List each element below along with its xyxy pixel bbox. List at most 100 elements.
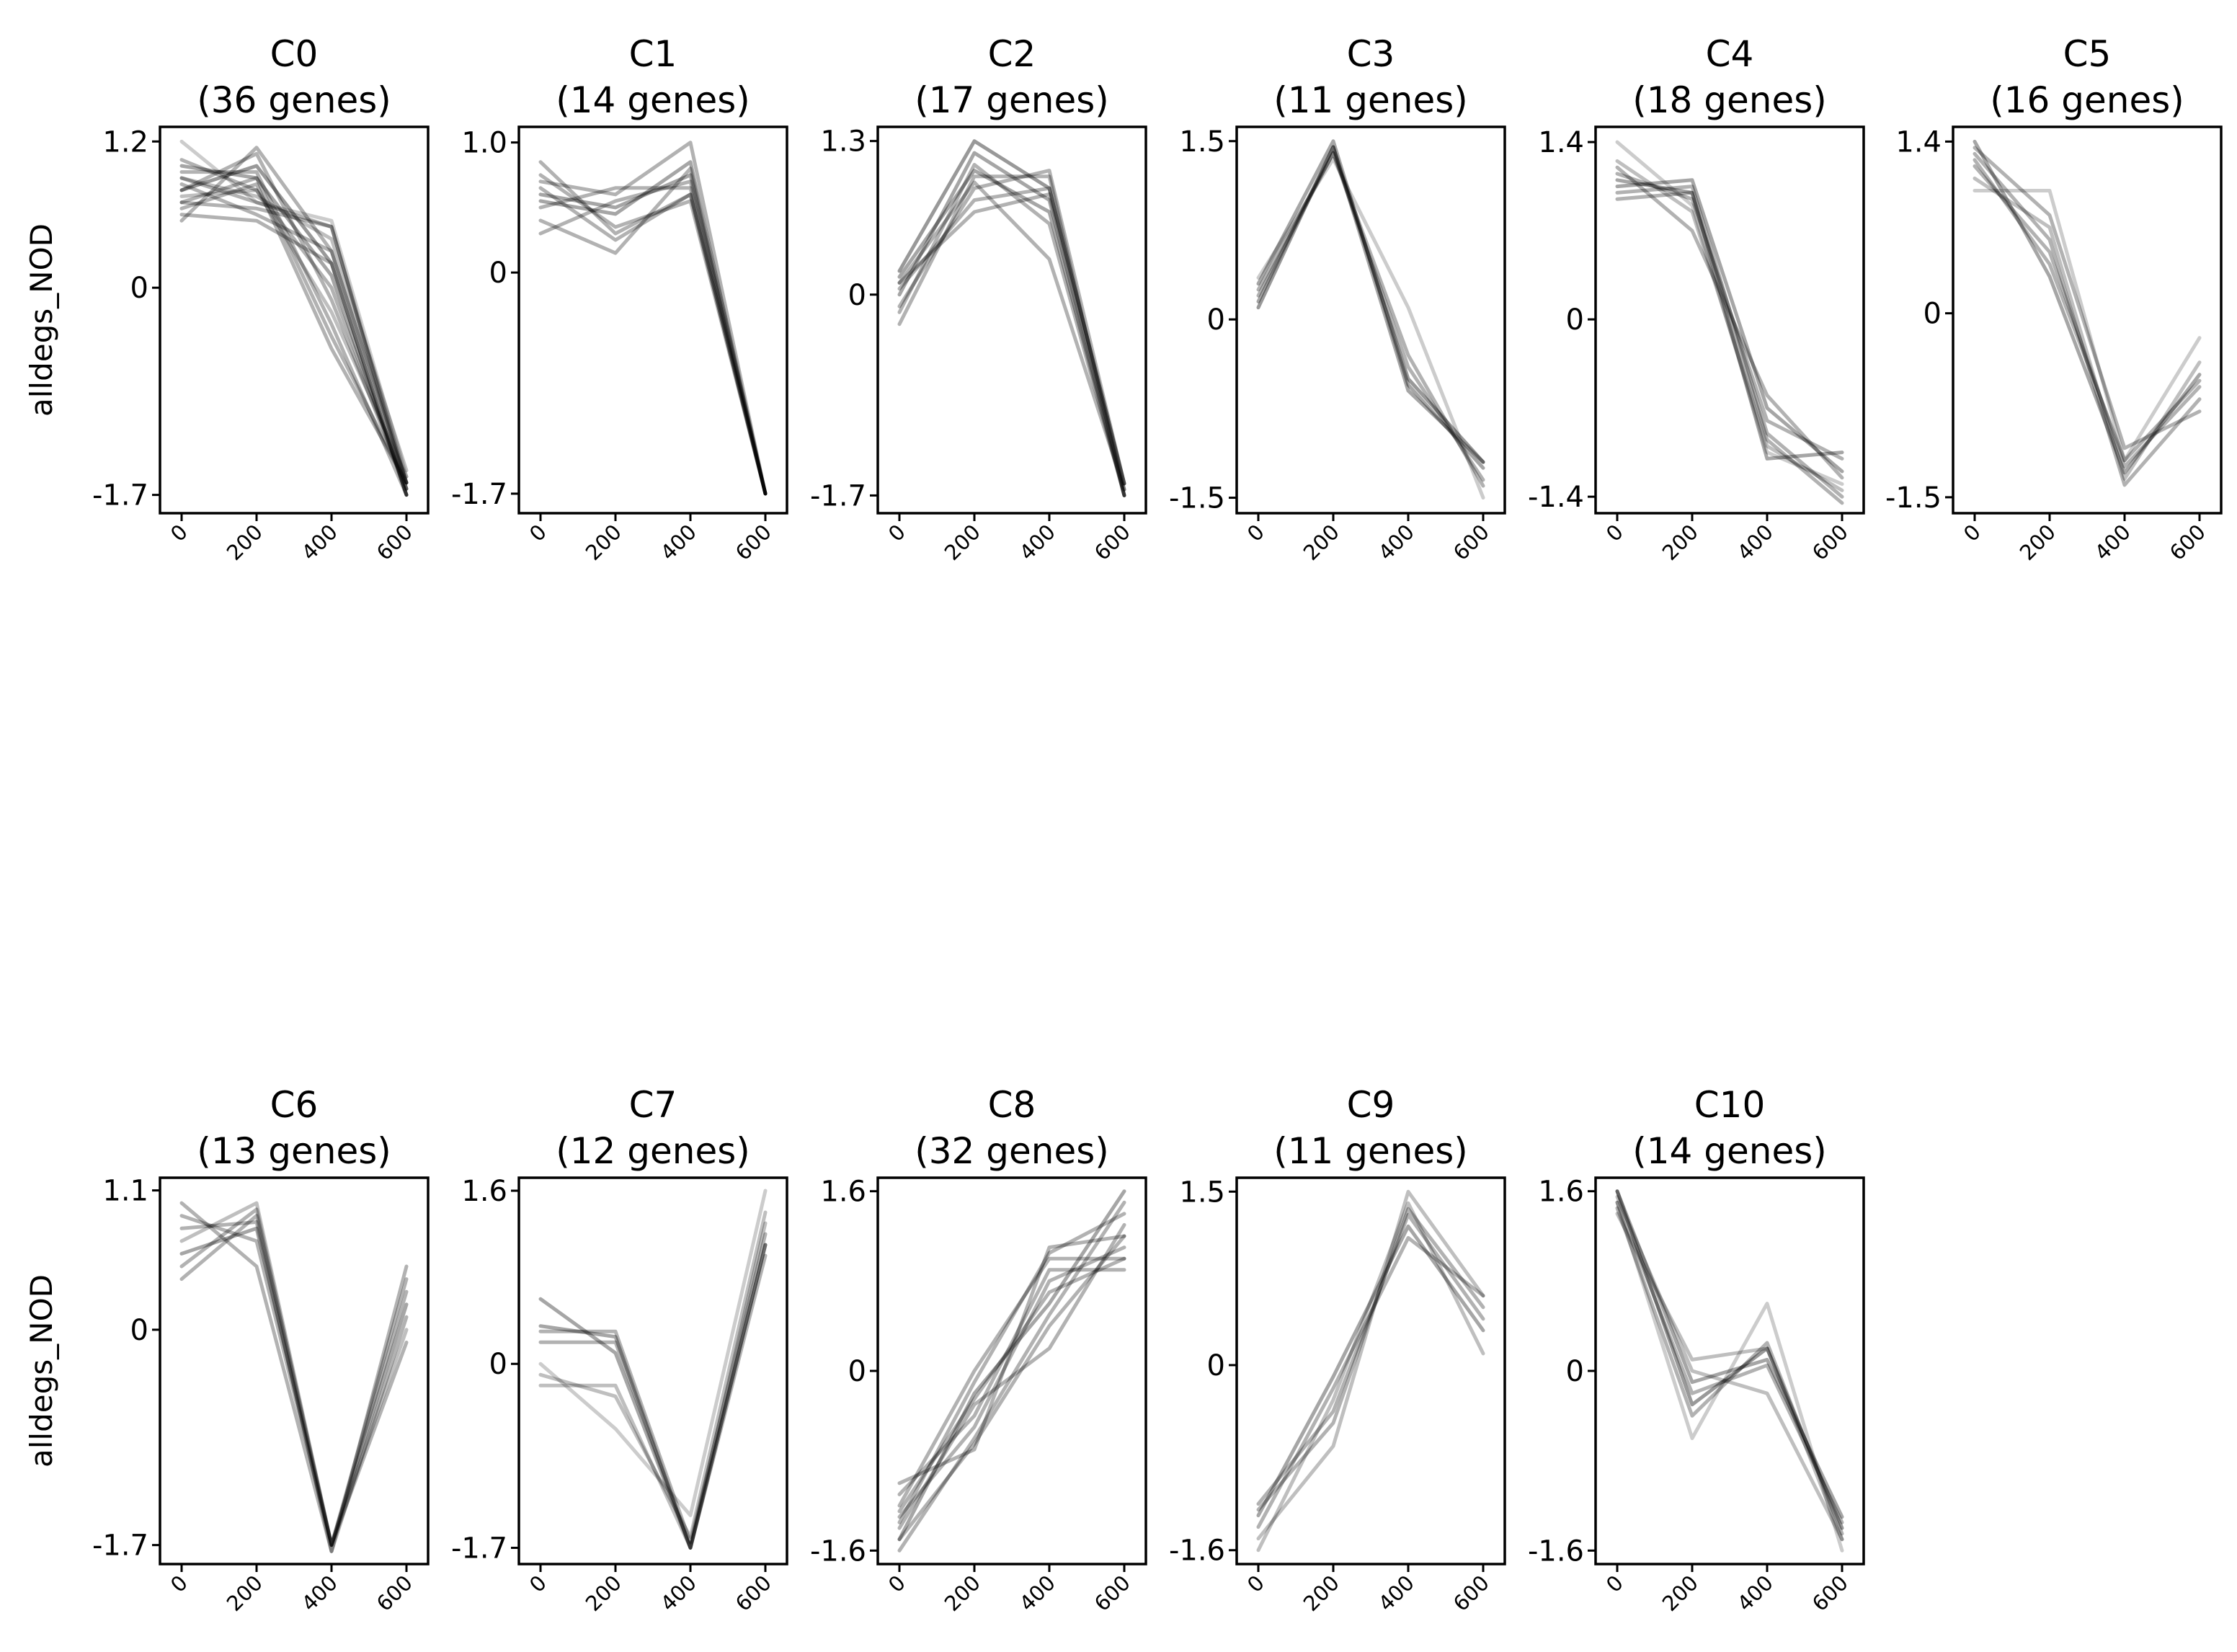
panel-title-c4: C4 (1706, 33, 1754, 75)
x-tick-label: 600 (1807, 520, 1853, 565)
gene-line (1256, 1212, 1485, 1506)
gene-line (1256, 151, 1485, 482)
y-tick-label: -1.4 (1528, 481, 1584, 514)
panel-subtitle-c10: (14 genes) (1632, 1130, 1827, 1172)
gene-line (538, 141, 768, 496)
gene-line (897, 1189, 1126, 1542)
x-tick-label: 600 (372, 520, 417, 565)
gene-line (1973, 158, 2202, 463)
gene-line (179, 151, 409, 491)
gene-line (1973, 151, 2202, 487)
x-tick-label: 600 (1090, 1571, 1135, 1616)
gene-line (179, 164, 409, 497)
gene-line (1973, 146, 2202, 450)
gene-line (538, 186, 768, 496)
panel-c10: C10(14 genes) 1.6 0 -1.6 0 200 400 600 (1528, 1084, 1865, 1616)
x-tick-label: 400 (297, 520, 342, 565)
axes-frame (876, 125, 1147, 515)
y-tick-label: 1.6 (1538, 1176, 1584, 1209)
y-tick-label: -1.7 (92, 479, 148, 512)
panel-title-c8: C8 (988, 1084, 1036, 1126)
panel-subtitle-c1: (14 genes) (556, 79, 750, 121)
gene-line (1615, 1206, 1844, 1536)
y-tick-label: 0 (130, 1314, 148, 1347)
gene-line (897, 1234, 1126, 1542)
gene-line (897, 180, 1126, 492)
panel-title-c6: C6 (270, 1084, 319, 1126)
y-tick-label: 1.0 (461, 127, 507, 160)
gene-line (179, 146, 409, 485)
y-tick-label: 1.4 (1895, 125, 1942, 159)
gene-line (1256, 151, 1485, 488)
gene-line (179, 1214, 409, 1547)
x-tick-label: 0 (525, 520, 551, 546)
panel-subtitle-c6: (13 genes) (197, 1130, 391, 1172)
gene-line (897, 174, 1126, 497)
y-tick-label: 1.1 (102, 1175, 148, 1208)
gene-line (897, 1256, 1126, 1514)
panel-c2: C2(17 genes) 1.3 0 -1.7 0 200 400 600 (810, 33, 1147, 565)
panel-title-c5: C5 (2063, 33, 2112, 75)
x-tick-label: 400 (1015, 520, 1060, 565)
panel-c8: C8(32 genes) 1.6 0 -1.6 0 200 400 600 (810, 1084, 1147, 1616)
gene-line (897, 1212, 1126, 1524)
x-tick-label: 400 (1733, 520, 1778, 565)
x-tick-label: 0 (166, 520, 192, 546)
panel-title-c0: C0 (270, 33, 319, 75)
gene-line (1615, 190, 1844, 505)
gene-line (538, 173, 768, 496)
gene-line (179, 170, 409, 497)
x-tick-label: 600 (731, 1571, 776, 1616)
y-tick-label: -1.7 (810, 479, 866, 512)
gene-line (179, 200, 409, 485)
x-tick-label: 200 (1299, 520, 1344, 565)
x-tick-label: 200 (1658, 1571, 1703, 1616)
x-tick-label: 600 (1449, 1571, 1494, 1616)
x-tick-label: 200 (581, 1571, 626, 1616)
gene-line (179, 1226, 409, 1547)
axes-frame (159, 125, 430, 515)
gene-line (179, 213, 409, 497)
x-tick-label: 400 (2090, 520, 2135, 565)
gene-line (897, 1268, 1126, 1496)
gene-line (1256, 139, 1485, 470)
panel-title-c9: C9 (1347, 1084, 1395, 1126)
gene-line (179, 188, 409, 479)
x-tick-label: 600 (731, 520, 776, 565)
gene-line (538, 1232, 768, 1545)
panel-title-c1: C1 (629, 33, 677, 75)
gene-line (538, 179, 768, 496)
gene-line (538, 186, 768, 496)
gene-line (179, 1220, 409, 1553)
x-tick-label: 600 (1449, 520, 1494, 565)
gene-line (1615, 1189, 1844, 1519)
panel-title-c7: C7 (629, 1084, 677, 1126)
gene-line (538, 1221, 768, 1550)
gene-line (1615, 1200, 1844, 1553)
panel-c9: C9(11 genes) 1.5 0 -1.6 0 200 400 600 (1169, 1084, 1506, 1616)
y-tick-label: 1.5 (1179, 125, 1225, 159)
gene-line (897, 169, 1126, 486)
panel-c4: C4(18 genes) 1.4 0 -1.4 0 200 400 600 (1528, 33, 1865, 565)
panel-subtitle-c7: (12 genes) (556, 1130, 750, 1172)
gene-line (1256, 145, 1485, 464)
gene-line (1256, 1224, 1485, 1518)
gene-line (538, 1253, 768, 1550)
x-tick-label: 0 (525, 1571, 551, 1597)
x-tick-label: 400 (297, 1571, 342, 1616)
gene-line (538, 160, 768, 496)
gene-line (897, 1245, 1126, 1519)
x-tick-label: 200 (2015, 520, 2060, 565)
y-tick-label: -1.5 (1885, 481, 1942, 515)
panel-subtitle-c8: (32 genes) (915, 1130, 1109, 1172)
gene-line (1615, 165, 1844, 480)
gene-line (179, 176, 409, 473)
gene-line (897, 1222, 1126, 1530)
x-tick-label: 0 (1959, 520, 1985, 546)
gene-line (1256, 1235, 1485, 1529)
y-tick-label: 0 (1207, 1349, 1225, 1382)
axes-frame (159, 1176, 430, 1566)
gene-line (179, 1201, 409, 1547)
gene-line (538, 1210, 768, 1539)
gene-line (538, 173, 768, 496)
